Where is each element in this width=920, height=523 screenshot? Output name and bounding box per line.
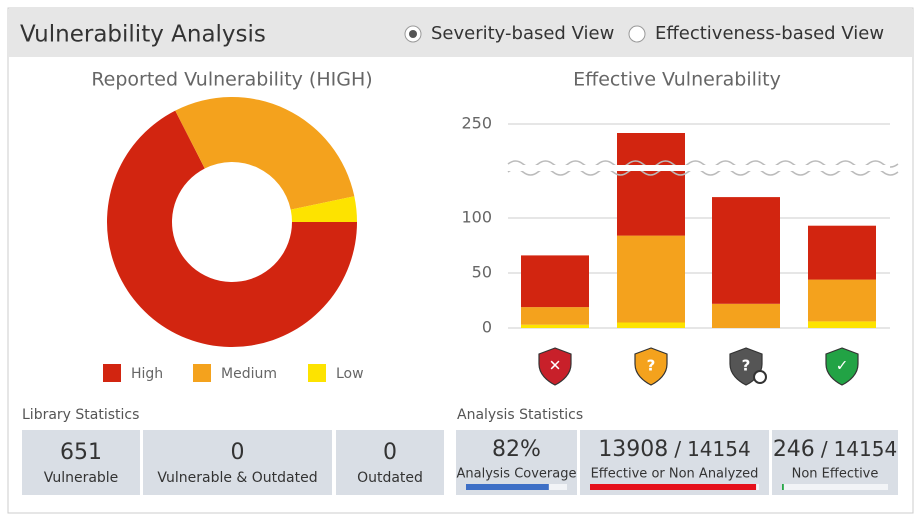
stat-box <box>336 430 444 495</box>
bar-segment <box>808 279 876 322</box>
pie-slice <box>290 196 357 222</box>
chart-title: Effective Vulnerability <box>573 69 781 91</box>
legend-label: Low <box>336 366 364 382</box>
axis-break-gap <box>508 165 890 171</box>
stat-value: 651 <box>60 440 102 465</box>
bar-segment <box>712 303 780 328</box>
stat-value: 13908/14154 <box>598 437 750 463</box>
stat-separator: / <box>674 437 681 461</box>
section-title: Library Statistics <box>22 407 139 423</box>
stat-total: 14154 <box>687 437 751 461</box>
bar-segment <box>808 225 876 280</box>
bar-segment <box>617 133 685 236</box>
stat-box <box>143 430 332 495</box>
y-tick-label: 0 <box>482 318 492 337</box>
shield-icon <box>538 347 572 386</box>
stat-value: 0 <box>383 440 397 465</box>
shield-symbol: ✕ <box>549 357 562 375</box>
shield-symbol: ? <box>647 357 656 375</box>
bar-segment <box>808 321 876 328</box>
stat-label: Effective or Non Analyzed <box>591 467 759 482</box>
radio-label[interactable]: Severity-based View <box>431 23 614 44</box>
pie-slice <box>175 97 355 210</box>
shield-symbol: ? <box>742 357 751 375</box>
bar-segment <box>521 307 589 325</box>
progress-fill <box>590 484 757 490</box>
stat-label: Non Effective <box>792 467 879 482</box>
bar-segment <box>521 324 589 328</box>
pie-slice <box>107 110 357 347</box>
legend-label: Medium <box>221 366 277 382</box>
header-bar <box>9 9 912 57</box>
stat-value-number: 82% <box>492 437 541 462</box>
stat-label: Vulnerable <box>44 470 119 486</box>
stat-value: 82% <box>492 437 541 462</box>
section-title: Analysis Statistics <box>457 407 583 423</box>
progress-track <box>782 484 888 490</box>
stat-label: Outdated <box>357 470 423 486</box>
stat-label: Vulnerable & Outdated <box>157 470 317 486</box>
stat-value-number: 246 <box>773 437 815 462</box>
legend-label: High <box>131 366 163 382</box>
legend-swatch <box>193 364 211 382</box>
shield-icon <box>634 347 668 386</box>
progress-fill <box>466 484 549 490</box>
y-tick-label: 50 <box>472 263 492 282</box>
stat-separator: / <box>821 437 828 461</box>
legend-swatch <box>308 364 326 382</box>
y-tick-label: 250 <box>461 114 492 133</box>
stat-total: 14154 <box>834 437 898 461</box>
stat-label: Analysis Coverage <box>457 467 577 482</box>
refresh-badge <box>753 370 767 384</box>
radio-dot <box>409 30 417 38</box>
stat-box <box>22 430 140 495</box>
progress-fill <box>782 484 784 490</box>
stat-value: 0 <box>231 440 245 465</box>
stat-value-number: 13908 <box>598 437 668 462</box>
shield-icon <box>825 347 859 386</box>
bar-segment <box>712 197 780 304</box>
y-tick-label: 100 <box>461 208 492 227</box>
radio-label[interactable]: Effectiveness-based View <box>655 23 884 44</box>
bar-segment <box>617 235 685 323</box>
legend-swatch <box>103 364 121 382</box>
page-title: Vulnerability Analysis <box>20 22 266 48</box>
bar-segment <box>521 255 589 308</box>
bar-segment <box>617 322 685 328</box>
chart-title: Reported Vulnerability (HIGH) <box>91 69 372 91</box>
shield-symbol: ✓ <box>836 357 849 375</box>
radio[interactable] <box>628 25 646 43</box>
stat-value: 246/14154 <box>773 437 897 463</box>
